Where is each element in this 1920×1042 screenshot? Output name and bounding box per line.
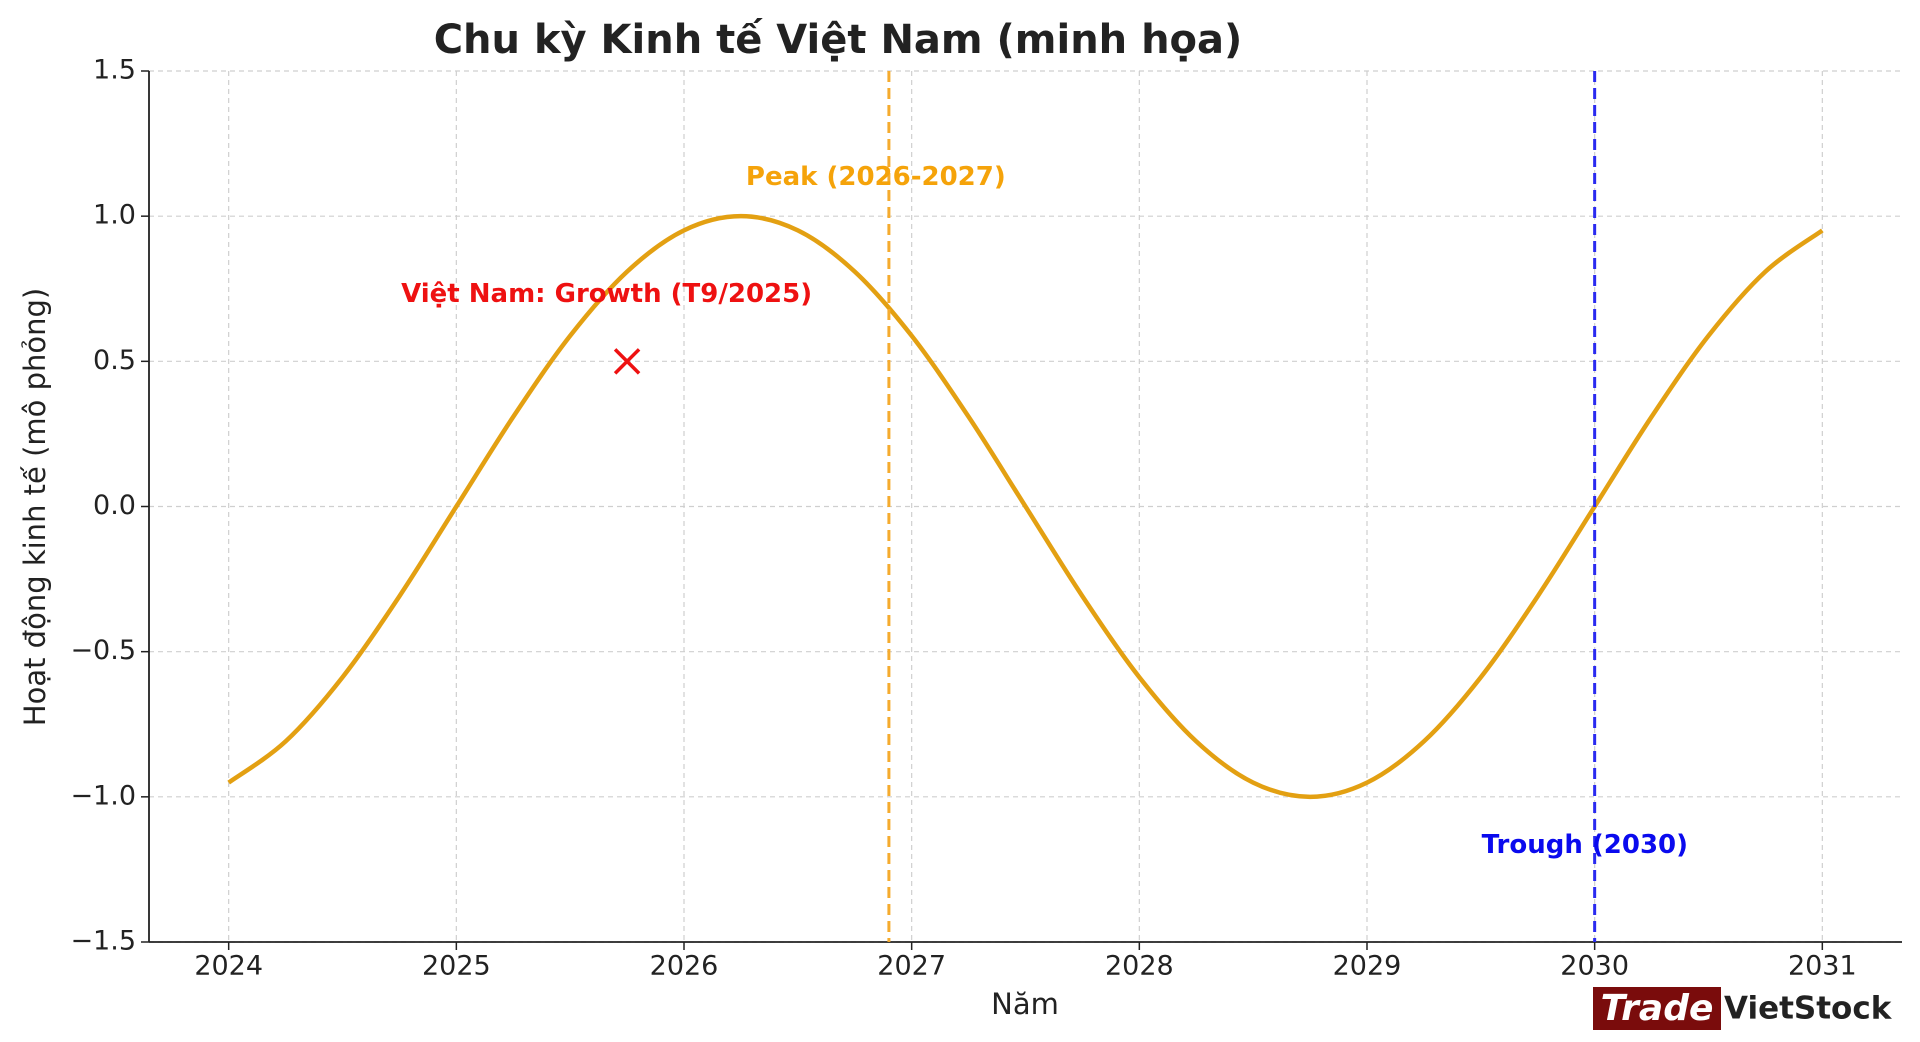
annotation: Peak (2026-2027) [746,162,1006,192]
annotation: Trough (2030) [1482,830,1688,860]
x-axis-label: Năm [991,987,1059,1021]
annotation: Việt Nam: Growth (T9/2025) [401,279,812,309]
x-tick-label: 2029 [1333,951,1402,982]
watermark-text: Trade [1601,988,1714,1029]
watermark-box [1593,987,1721,1030]
x-tick-label: 2030 [1560,951,1629,982]
line [227,213,1824,800]
watermark [1593,987,1721,1030]
watermark-text: VietStock [1724,991,1893,1027]
y-tick-label: 1.5 [93,55,136,86]
chart-title: Chu kỳ Kinh tế Việt Nam (minh họa) [434,17,1243,63]
x-tick-label: 2025 [422,951,491,982]
x-tick-label: 2026 [650,951,719,982]
x-tick-label: 2027 [877,951,946,982]
y-tick-label: 0.5 [93,345,136,376]
y-tick-label: 0.0 [93,490,136,521]
marker [613,348,641,375]
y-axis-label: Hoạt động kinh tế (mô phỏng) [18,288,52,726]
y-tick-label: −1.0 [70,780,136,811]
y-tick-label: 1.0 [93,200,136,231]
x-tick-label: 2031 [1788,951,1857,982]
x-tick-label: 2028 [1105,951,1174,982]
x-tick-label: 2024 [194,951,263,982]
y-tick-label: −1.5 [70,926,136,957]
y-tick-label: −0.5 [70,635,136,666]
